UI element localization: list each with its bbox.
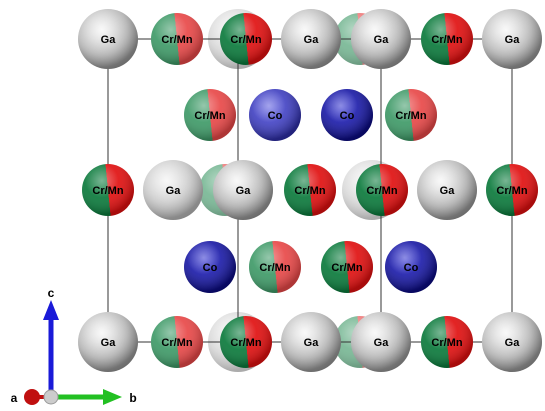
atom-shading — [281, 312, 341, 372]
atom-shading — [220, 316, 272, 368]
atom-shading — [220, 13, 272, 65]
atom: Ga — [78, 312, 138, 372]
atom-label: Ga — [374, 337, 390, 349]
atom-shading — [486, 164, 538, 216]
atom-shading — [482, 312, 542, 372]
atom-shading — [385, 241, 437, 293]
axis-label: b — [129, 391, 136, 405]
atoms: Ga Cr/Mn Cr/Mn Ga Ga Cr/Mn Ga Cr/Mn Co Co Cr/Mn Cr/… — [78, 9, 542, 372]
atom: Cr/Mn — [151, 13, 203, 65]
atom-label: Cr/Mn — [161, 34, 192, 46]
atom: Co — [321, 89, 373, 141]
atom-label: Ga — [505, 34, 521, 46]
atom-shading — [78, 312, 138, 372]
atom-shading — [417, 160, 477, 220]
atom-label: Cr/Mn — [331, 262, 362, 274]
atom-label: Ga — [505, 337, 521, 349]
atom: Cr/Mn — [220, 13, 272, 65]
atom-label: Cr/Mn — [496, 185, 527, 197]
atom: Ga — [281, 312, 341, 372]
atom: Cr/Mn — [486, 164, 538, 216]
atom-label: Co — [203, 262, 218, 274]
atom-label: Ga — [101, 34, 117, 46]
axis-indicator: c b a — [11, 286, 137, 405]
axis-label: a — [11, 391, 18, 405]
atom-label: Cr/Mn — [395, 110, 426, 122]
atom: Cr/Mn — [220, 316, 272, 368]
atom-shading — [151, 13, 203, 65]
atom: Cr/Mn — [421, 13, 473, 65]
atom-shading — [249, 89, 301, 141]
atom: Cr/Mn — [421, 316, 473, 368]
atom-label: Cr/Mn — [259, 262, 290, 274]
atom-label: Cr/Mn — [194, 110, 225, 122]
atom-label: Cr/Mn — [161, 337, 192, 349]
atom-shading — [385, 89, 437, 141]
atom: Ga — [482, 312, 542, 372]
atom-label: Ga — [304, 34, 320, 46]
atom-shading — [78, 9, 138, 69]
atom-shading — [482, 9, 542, 69]
atom: Cr/Mn — [356, 164, 408, 216]
atom: Ga — [213, 160, 273, 220]
atom-label: Ga — [440, 185, 456, 197]
atom-label: Ga — [304, 337, 320, 349]
atom-label: Cr/Mn — [366, 185, 397, 197]
atom: Ga — [351, 312, 411, 372]
atom: Ga — [417, 160, 477, 220]
atom-shading — [421, 13, 473, 65]
atom-shading — [284, 164, 336, 216]
atom: Ga — [143, 160, 203, 220]
atom-label: Ga — [374, 34, 390, 46]
atom: Cr/Mn — [151, 316, 203, 368]
atom-label: Cr/Mn — [431, 337, 462, 349]
atom-label: Cr/Mn — [230, 337, 261, 349]
atom-shading — [281, 9, 341, 69]
atom-shading — [249, 241, 301, 293]
atom-label: Cr/Mn — [92, 185, 123, 197]
atom-shading — [351, 9, 411, 69]
atom: Cr/Mn — [321, 241, 373, 293]
atom-label: Co — [268, 110, 283, 122]
atom: Ga — [482, 9, 542, 69]
atom-shading — [82, 164, 134, 216]
atom-shading — [143, 160, 203, 220]
atom: Cr/Mn — [284, 164, 336, 216]
atom-label: Ga — [236, 185, 252, 197]
atom-label: Co — [340, 110, 355, 122]
atom-shading — [321, 89, 373, 141]
atom-label: Cr/Mn — [230, 34, 261, 46]
atom: Cr/Mn — [385, 89, 437, 141]
atom-label: Ga — [101, 337, 117, 349]
atom: Cr/Mn — [184, 89, 236, 141]
atom-shading — [321, 241, 373, 293]
atom-shading — [356, 164, 408, 216]
atom: Cr/Mn — [82, 164, 134, 216]
atom-shading — [213, 160, 273, 220]
atom: Cr/Mn — [249, 241, 301, 293]
atom-shading — [184, 241, 236, 293]
atom-label: Cr/Mn — [294, 185, 325, 197]
atom-label: Ga — [166, 185, 182, 197]
atom: Co — [249, 89, 301, 141]
atom-label: Cr/Mn — [431, 34, 462, 46]
atom: Ga — [78, 9, 138, 69]
atom: Co — [385, 241, 437, 293]
atom-label: Co — [404, 262, 419, 274]
atom-shading — [151, 316, 203, 368]
atom-shading — [184, 89, 236, 141]
atom: Ga — [351, 9, 411, 69]
atom-shading — [351, 312, 411, 372]
axis-label: c — [48, 286, 55, 300]
atom-shading — [421, 316, 473, 368]
atom: Ga — [281, 9, 341, 69]
atom: Co — [184, 241, 236, 293]
